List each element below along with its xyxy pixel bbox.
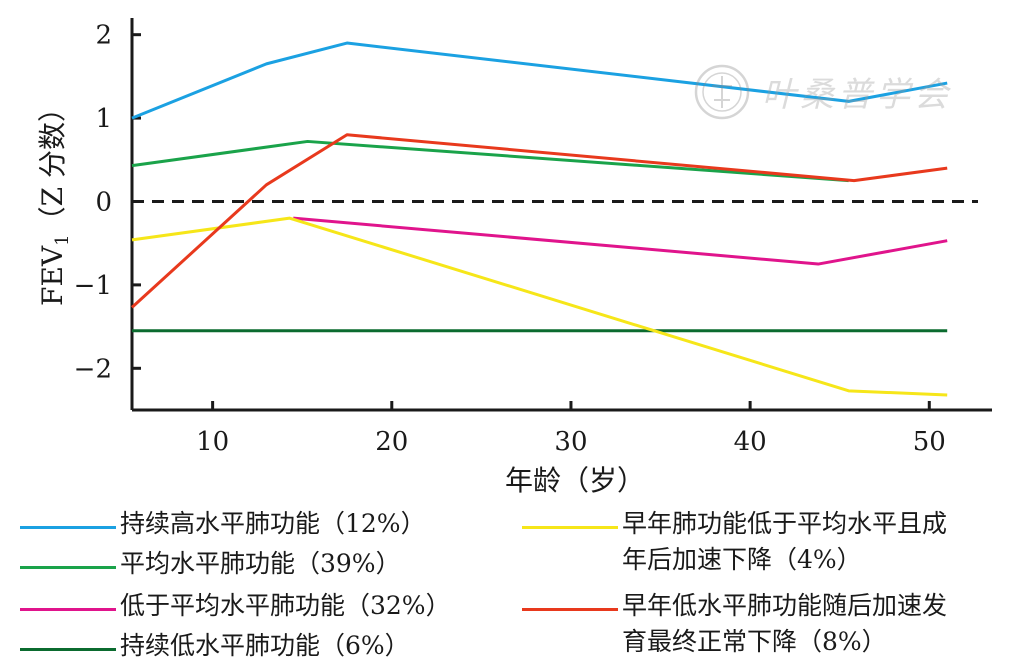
y-tick-label: 2	[95, 21, 112, 51]
series-line-2	[131, 139, 849, 183]
y-axis-title-main: FEV	[36, 245, 69, 306]
series-line-3	[293, 216, 948, 266]
legend: 持续高水平肺功能（12%） 平均水平肺功能（39%） 低于平均水平肺功能（32%） 持…	[0, 500, 1033, 666]
legend-label-line: 早年低水平肺功能随后加速发	[622, 591, 948, 620]
x-tick-label: 30	[554, 427, 587, 457]
legend-label: 早年肺功能低于平均水平且成 年后加速下降（4%）	[622, 506, 947, 578]
x-tick-label: 20	[375, 427, 408, 457]
legend-item-5: 早年肺功能低于平均水平且成 年后加速下降（4%）	[522, 506, 947, 578]
legend-item-1: 持续高水平肺功能（12%）	[20, 506, 426, 542]
x-tick-label: 50	[913, 427, 946, 457]
series-line-1	[131, 41, 948, 120]
y-tick-label: −2	[74, 354, 112, 384]
legend-label-line: 低于平均水平肺功能（32%）	[120, 591, 451, 620]
legend-label: 持续低水平肺功能（6%）	[120, 628, 410, 664]
x-axis-title: 年龄（岁）	[505, 464, 645, 497]
legend-label-line: 育最终正常下降（8%）	[622, 627, 887, 656]
legend-label-line: 持续高水平肺功能（12%）	[120, 509, 426, 538]
legend-label-line: 平均水平肺功能（39%）	[120, 549, 401, 578]
axes	[130, 18, 992, 412]
legend-swatch	[20, 566, 116, 569]
y-tick-label: 0	[95, 187, 112, 217]
legend-swatch	[20, 648, 116, 651]
legend-label: 持续高水平肺功能（12%）	[120, 506, 426, 542]
legend-item-6: 早年低水平肺功能随后加速发 育最终正常下降（8%）	[522, 588, 947, 660]
legend-label-line: 持续低水平肺功能（6%）	[120, 631, 410, 660]
legend-swatch	[522, 526, 618, 529]
watermark-text: 叶桑普学会	[762, 75, 952, 115]
legend-label: 早年低水平肺功能随后加速发 育最终正常下降（8%）	[622, 588, 947, 660]
series-group	[130, 41, 948, 397]
legend-swatch	[522, 608, 618, 611]
y-tick-label: −1	[74, 271, 112, 301]
y-axis-title-subscript: 1	[52, 234, 73, 245]
watermark: 叶桑普学会	[690, 62, 990, 132]
legend-label-line: 年后加速下降（4%）	[622, 545, 862, 574]
legend-item-4: 持续低水平肺功能（6%）	[20, 628, 410, 664]
legend-label-line: 早年肺功能低于平均水平且成	[622, 509, 948, 538]
legend-swatch	[20, 526, 116, 529]
y-tick-label: 1	[95, 104, 112, 134]
legend-item-2: 平均水平肺功能（39%）	[20, 546, 401, 582]
series-line-5	[131, 216, 948, 397]
seal-icon: 叶桑普学会	[694, 64, 952, 120]
x-tick-label: 10	[196, 427, 229, 457]
y-axis-title-suffix: （Z 分数）	[36, 94, 69, 234]
y-axis-title: FEV1（Z 分数）	[36, 94, 73, 306]
legend-label: 低于平均水平肺功能（32%）	[120, 588, 451, 624]
series-line-6	[130, 133, 948, 309]
legend-item-3: 低于平均水平肺功能（32%）	[20, 588, 451, 624]
legend-swatch	[20, 608, 116, 611]
x-tick-label: 40	[734, 427, 767, 457]
legend-label: 平均水平肺功能（39%）	[120, 546, 401, 582]
